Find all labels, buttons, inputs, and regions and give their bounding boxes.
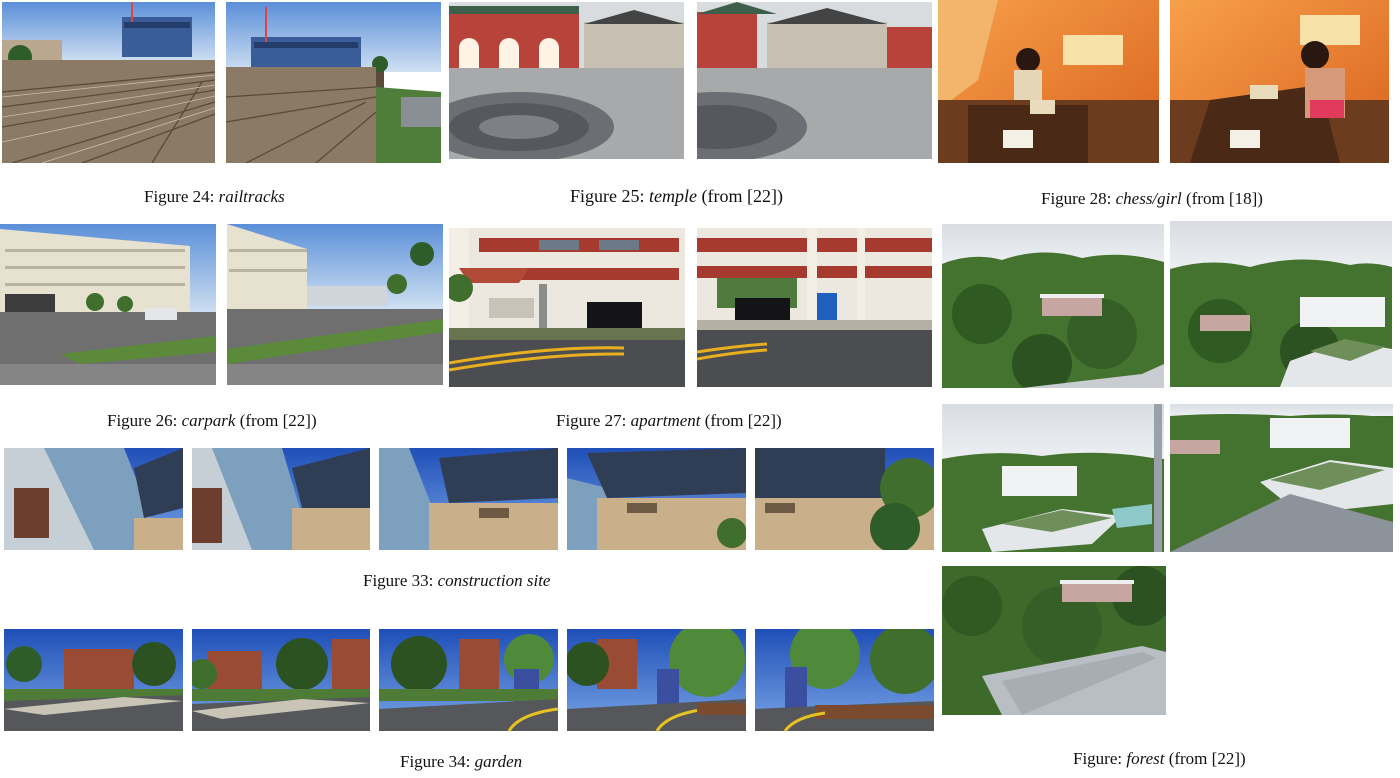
construction-site-image-2 [192, 448, 370, 550]
caption-name: chess/girl [1115, 189, 1182, 208]
caption-prefix: Figure 26: [107, 411, 182, 430]
garden-image-5 [755, 629, 934, 731]
caption-prefix: Figure 27: [556, 411, 631, 430]
caption-suffix: (from [22]) [696, 186, 783, 206]
caption-figure-28: Figure 28: chess/girl (from [18]) [1041, 189, 1263, 209]
caption-forest: Figure: forest (from [22]) [1073, 749, 1246, 769]
caption-name: forest [1126, 749, 1165, 768]
chess-girl-image-1 [938, 0, 1159, 163]
caption-figure-24: Figure 24: railtracks [144, 187, 285, 207]
caption-prefix: Figure: [1073, 749, 1127, 768]
forest-image-3 [942, 404, 1164, 552]
forest-image-1 [942, 224, 1164, 388]
caption-name: railtracks [218, 187, 285, 206]
garden-image-4 [567, 629, 746, 731]
caption-name: construction site [437, 571, 551, 590]
caption-figure-34: Figure 34: garden [400, 752, 522, 772]
caption-suffix: (from [22]) [235, 411, 317, 430]
construction-site-image-3 [379, 448, 558, 550]
apartment-image-1 [449, 228, 685, 387]
chess-girl-image-2 [1170, 0, 1389, 163]
construction-site-image-1 [4, 448, 183, 550]
caption-figure-26: Figure 26: carpark (from [22]) [107, 411, 317, 431]
caption-figure-27: Figure 27: apartment (from [22]) [556, 411, 782, 431]
temple-image-1 [449, 2, 684, 159]
forest-image-4 [1170, 404, 1393, 552]
caption-name: apartment [630, 411, 701, 430]
construction-site-image-4 [567, 448, 746, 550]
forest-image-5 [942, 566, 1166, 715]
caption-suffix: (from [22]) [1164, 749, 1246, 768]
caption-suffix: (from [18]) [1181, 189, 1263, 208]
caption-name: carpark [181, 411, 236, 430]
caption-prefix: Figure 25: [570, 186, 649, 206]
carpark-image-2 [227, 224, 443, 385]
garden-image-1 [4, 629, 183, 731]
caption-suffix: (from [22]) [700, 411, 782, 430]
caption-prefix: Figure 28: [1041, 189, 1116, 208]
caption-figure-25: Figure 25: temple (from [22]) [570, 186, 783, 207]
caption-name: garden [474, 752, 523, 771]
forest-image-2 [1170, 221, 1392, 387]
caption-name: temple [649, 186, 697, 206]
caption-figure-33: Figure 33: construction site [363, 571, 550, 591]
caption-prefix: Figure 34: [400, 752, 475, 771]
railtracks-image-2 [226, 2, 441, 163]
carpark-image-1 [0, 224, 216, 385]
railtracks-image-1 [2, 2, 215, 163]
temple-image-2 [697, 2, 932, 159]
caption-prefix: Figure 24: [144, 187, 219, 206]
construction-site-image-5 [755, 448, 934, 550]
caption-prefix: Figure 33: [363, 571, 438, 590]
garden-image-2 [192, 629, 370, 731]
apartment-image-2 [697, 228, 932, 387]
garden-image-3 [379, 629, 558, 731]
